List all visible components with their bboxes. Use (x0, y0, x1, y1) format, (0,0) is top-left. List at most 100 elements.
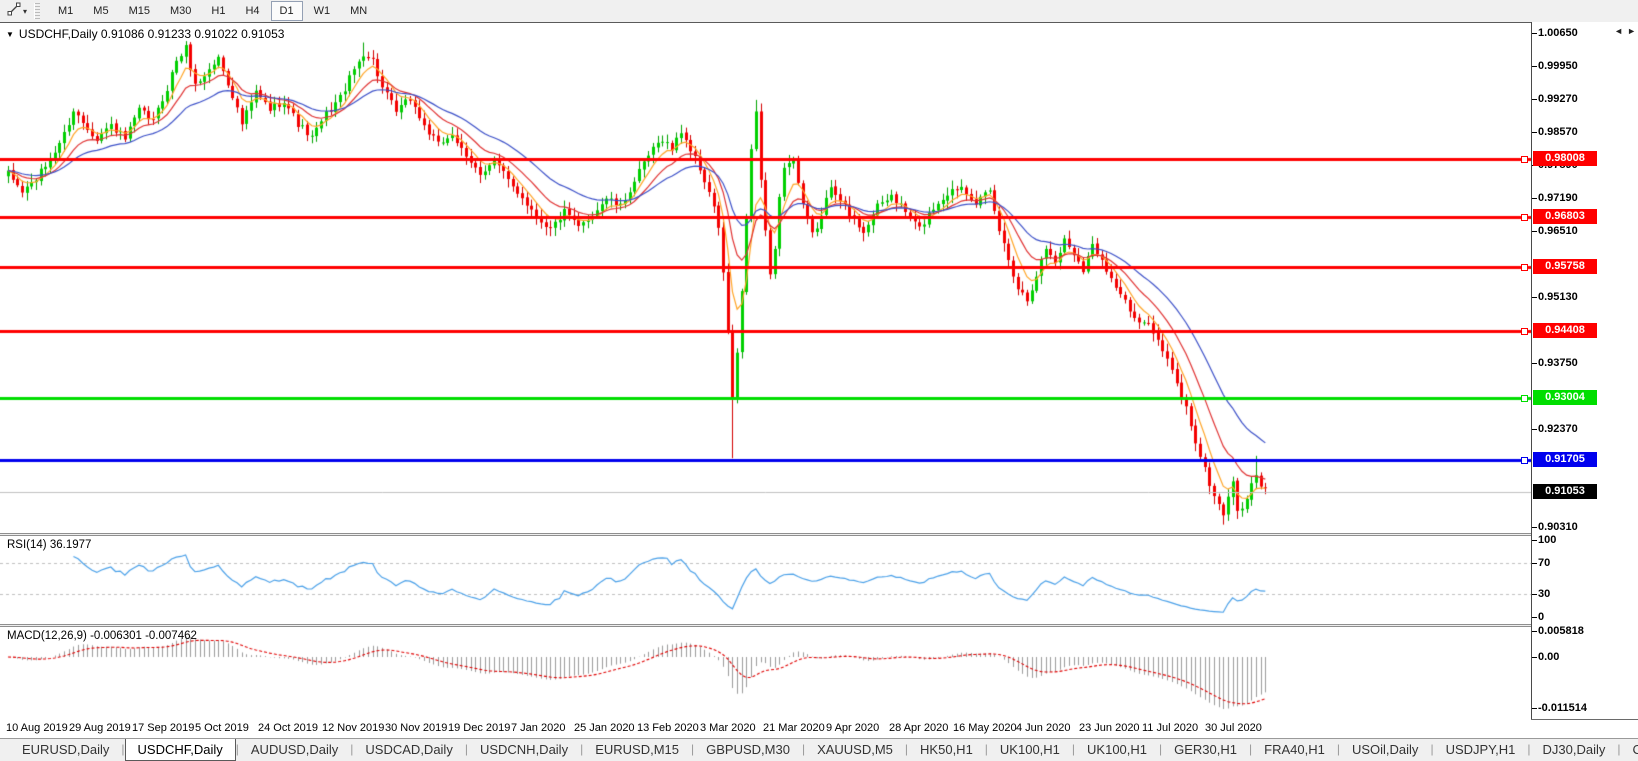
price-axis[interactable] (1531, 22, 1638, 719)
symbol-tab[interactable]: EURUSD,M15 (595, 742, 679, 757)
price-tick-mark (1532, 99, 1537, 100)
toolbar-grip[interactable] (34, 3, 41, 19)
price-tick-mark (1532, 297, 1537, 298)
level-price-label[interactable]: 0.94408 (1533, 323, 1597, 338)
main-chart-canvas[interactable] (0, 23, 1531, 533)
level-price-label[interactable]: 0.98008 (1533, 151, 1597, 166)
symbol-tab[interactable]: USOil,Daily (1351, 742, 1419, 757)
level-anchor-handle[interactable] (1521, 395, 1528, 402)
level-anchor-handle[interactable] (1521, 264, 1528, 271)
date-label: 30 Jul 2020 (1205, 722, 1262, 734)
symbol-tab[interactable]: HK50,H1 (920, 742, 973, 757)
timeframe-button-m5[interactable]: M5 (93, 5, 109, 17)
macd-tick-mark (1532, 657, 1537, 658)
symbol-tab[interactable]: CHINA300,H4 (1621, 739, 1638, 761)
symbol-tab[interactable]: USDCNH,Daily (479, 742, 569, 757)
price-tick-mark (1532, 33, 1537, 34)
rsi-tick-label: 100 (1538, 534, 1557, 546)
macd-tick-mark (1532, 631, 1537, 632)
timeframe-button-m30[interactable]: M30 (169, 5, 192, 17)
timeframe-button-m15[interactable]: M15 (128, 5, 150, 17)
line-tool-button[interactable]: ▾ (4, 1, 30, 22)
timeframe-button-m1[interactable]: M1 (58, 5, 74, 17)
chart-window: 1.006500.999500.992700.985700.978900.971… (0, 22, 1638, 761)
rsi-name: RSI(14) (7, 539, 47, 551)
level-anchor-handle[interactable] (1521, 457, 1528, 464)
tab-separator: | (235, 742, 239, 756)
macd-tick-label: 0.00 (1538, 651, 1560, 663)
symbol-tab[interactable]: UK100,H1 (1087, 742, 1148, 757)
chevron-down-icon[interactable]: ▾ (23, 6, 28, 16)
rsi-tick-mark (1532, 563, 1537, 564)
level-price-label[interactable]: 0.95758 (1533, 259, 1597, 274)
macd-tick-label: 0.005818 (1538, 625, 1584, 637)
scroll-right-icon[interactable]: ► (1627, 26, 1636, 36)
tab-separator: | (1249, 742, 1253, 756)
timeframe-button-d1[interactable]: D1 (270, 1, 303, 21)
collapse-chart-icon[interactable]: ▼ (6, 29, 14, 39)
tab-separator: | (691, 742, 695, 756)
timeframe-toolbar: ▾ M1 M5 M15 M30 H1 H4 D1 W1 MN (0, 0, 1638, 23)
macd-tick-mark (1532, 708, 1537, 709)
date-axis[interactable]: 10 Aug 2019 29 Aug 2019 17 Sep 2019 5 Oct 2… (0, 719, 1531, 738)
level-anchor-handle[interactable] (1521, 328, 1528, 335)
rsi-indicator-canvas[interactable] (0, 536, 1531, 624)
symbol-tab[interactable]: GER30,H1 (1174, 742, 1238, 757)
pane-splitter[interactable] (0, 624, 1638, 627)
price-tick-label: 0.99950 (1538, 60, 1578, 72)
date-label: 23 Jun 2020 (1079, 722, 1140, 734)
timeframe-buttons: M1 M5 M15 M30 H1 H4 D1 W1 MN (48, 1, 377, 21)
timeframe-button-h1[interactable]: H1 (211, 5, 226, 17)
price-tick-mark (1532, 132, 1537, 133)
scroll-left-icon[interactable]: ◄ (1614, 26, 1624, 36)
price-tick-mark (1532, 429, 1537, 430)
level-price-label[interactable]: 0.91705 (1533, 452, 1597, 467)
symbol-tab[interactable]: USDJPY,H1 (1445, 742, 1516, 757)
rsi-label: RSI(14) 36.1977 (7, 539, 91, 551)
symbol-tab[interactable]: USDCHF,Daily (124, 739, 236, 761)
date-label: 12 Nov 2019 (322, 722, 385, 734)
timeframe-button-w1[interactable]: W1 (313, 5, 331, 17)
date-label: 13 Feb 2020 (637, 722, 699, 734)
macd-label: MACD(12,26,9) -0.006301 -0.007462 (7, 630, 197, 642)
date-label: 24 Oct 2019 (258, 722, 318, 734)
macd-indicator-canvas[interactable] (0, 627, 1531, 719)
pane-splitter[interactable] (0, 533, 1638, 536)
date-label: 29 Aug 2019 (69, 722, 131, 734)
tab-separator: | (121, 742, 125, 756)
tab-separator: | (1071, 742, 1076, 756)
price-tick-label: 0.99270 (1538, 93, 1578, 105)
price-tick-label: 0.98570 (1538, 126, 1578, 138)
price-tick-label: 0.96510 (1538, 225, 1578, 237)
level-anchor-handle[interactable] (1521, 156, 1528, 163)
date-label: 7 Jan 2020 (511, 722, 566, 734)
price-tick-label: 0.95130 (1538, 291, 1578, 303)
chart-title-text: USDCHF,Daily 0.91086 0.91233 0.91022 0.9… (18, 27, 285, 41)
timeframe-button-mn[interactable]: MN (350, 5, 368, 17)
date-label: 10 Aug 2019 (6, 722, 68, 734)
price-tick-label: 0.97190 (1538, 192, 1578, 204)
timeframe-button-h4[interactable]: H4 (245, 5, 260, 17)
symbol-tab[interactable]: DJ30,Daily (1542, 742, 1606, 757)
level-anchor-handle[interactable] (1521, 214, 1528, 221)
toolbar-tools: ▾ (0, 0, 48, 22)
symbol-tab[interactable]: GBPUSD,M30 (706, 742, 790, 757)
price-tick-mark (1532, 363, 1537, 364)
symbol-tab[interactable]: UK100,H1 (999, 742, 1060, 757)
line-tool-icon (7, 2, 21, 21)
level-price-label[interactable]: 0.93004 (1533, 390, 1597, 405)
date-label: 3 Mar 2020 (700, 722, 756, 734)
symbol-tab[interactable]: USDCAD,Daily (365, 742, 453, 757)
symbol-tab[interactable]: EURUSD,Daily (22, 742, 110, 757)
date-label: 28 Apr 2020 (889, 722, 949, 734)
symbol-tab[interactable]: FRA40,H1 (1264, 742, 1325, 757)
date-label: 19 Dec 2019 (448, 722, 511, 734)
rsi-tick-mark (1532, 594, 1537, 595)
symbol-tab[interactable]: AUDUSD,Daily (250, 742, 339, 757)
tab-separator: | (984, 742, 988, 756)
tab-separator: | (1527, 742, 1531, 756)
symbol-tab[interactable]: XAUUSD,M5 (817, 742, 893, 757)
level-price-label[interactable]: 0.96803 (1533, 209, 1597, 224)
window-border-top (0, 22, 1638, 23)
